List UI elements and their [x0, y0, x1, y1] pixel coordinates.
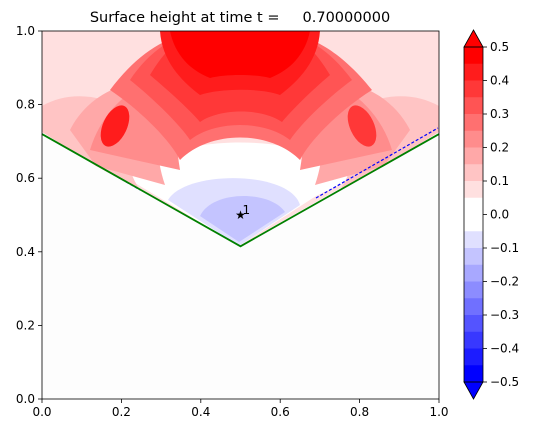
colorbar: 0.5 0.4 0.3 0.2 0.1 0.0 −0.1 −0.2 −0.3 −0.4 −0.5: [464, 30, 519, 399]
colorbar-segment: [464, 231, 483, 248]
colorbar-segment: [464, 298, 483, 315]
colorbar-tick-label: −0.5: [490, 375, 519, 389]
y-tick-label: 0.0: [16, 392, 35, 406]
colorbar-segment: [464, 332, 483, 349]
colorbar-extend-min: [464, 382, 483, 399]
colorbar-segment: [464, 265, 483, 282]
colorbar-segment: [464, 131, 483, 148]
colorbar-segment: [464, 164, 483, 181]
colorbar-tick-label: 0.1: [490, 174, 509, 188]
plot-area: ★ 1: [42, 31, 439, 399]
y-tick-label: 0.8: [16, 98, 35, 112]
colorbar-tick-label: −0.2: [490, 275, 519, 289]
x-tick-label: 0.2: [112, 405, 131, 419]
colorbar-segment: [464, 215, 483, 232]
colorbar-segment: [464, 315, 483, 332]
colorbar-segment: [464, 148, 483, 165]
colorbar-segment: [464, 282, 483, 299]
colorbar-tick-label: 0.2: [490, 141, 509, 155]
colorbar-tick-label: −0.4: [490, 342, 519, 356]
x-tick-label: 0.6: [271, 405, 290, 419]
colorbar-segment: [464, 47, 483, 64]
y-tick-label: 0.2: [16, 318, 35, 332]
colorbar-segment: [464, 349, 483, 366]
colorbar-segment: [464, 248, 483, 265]
x-tick-label: 0.4: [191, 405, 210, 419]
colorbar-extend-max: [464, 30, 483, 47]
colorbar-segment: [464, 81, 483, 98]
colorbar-segment: [464, 181, 483, 198]
colorbar-segment: [464, 64, 483, 81]
colorbar-segment: [464, 198, 483, 215]
gauge-label: 1: [243, 203, 251, 217]
y-tick-label: 0.4: [16, 245, 35, 259]
colorbar-tick-label: −0.3: [490, 308, 519, 322]
colorbar-tick-label: 0.4: [490, 74, 509, 88]
colorbar-tick-label: 0.5: [490, 40, 509, 54]
chart-title: Surface height at time t = 0.70000000: [90, 10, 390, 26]
colorbar-tick-label: 0.3: [490, 107, 509, 121]
y-axis: 0.0 0.2 0.4 0.6 0.8 1.0: [16, 24, 42, 406]
colorbar-segment: [464, 365, 483, 382]
colorbar-tick-label: −0.1: [490, 241, 519, 255]
x-tick-label: 1.0: [429, 405, 448, 419]
x-tick-label: 0.0: [32, 405, 51, 419]
y-tick-label: 1.0: [16, 24, 35, 38]
x-tick-label: 0.8: [350, 405, 369, 419]
colorbar-segment: [464, 114, 483, 131]
colorbar-segment: [464, 97, 483, 114]
colorbar-tick-label: 0.0: [490, 208, 509, 222]
x-axis: 0.0 0.2 0.4 0.6 0.8 1.0: [32, 399, 448, 419]
y-tick-label: 0.6: [16, 171, 35, 185]
